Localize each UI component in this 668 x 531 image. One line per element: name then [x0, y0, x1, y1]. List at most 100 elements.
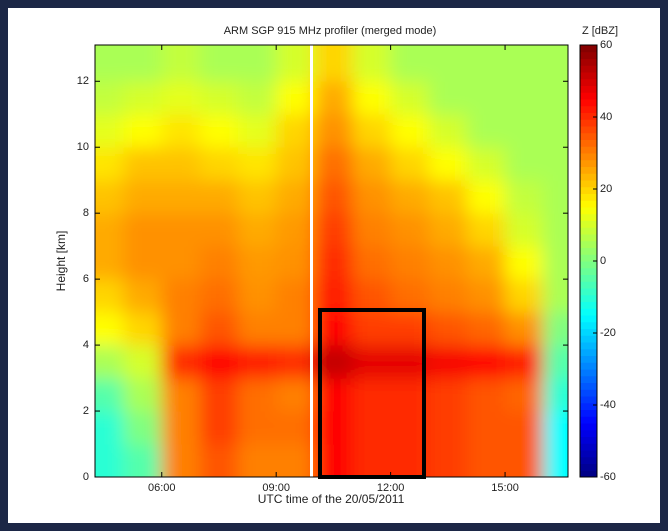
heat-cell — [123, 180, 163, 214]
heat-cell — [276, 411, 315, 445]
colorbar-step — [580, 153, 597, 161]
heat-cell — [390, 114, 430, 148]
heat-cell — [466, 345, 506, 379]
heat-cell — [352, 147, 392, 181]
colorbar-step — [580, 132, 597, 140]
colorbar-tick-label: 0 — [600, 255, 606, 267]
heat-cell — [390, 246, 430, 280]
heat-cell — [161, 378, 201, 412]
heat-cell — [276, 312, 315, 346]
colorbar-step — [580, 315, 597, 323]
heat-cell — [199, 312, 239, 346]
heat-cell — [543, 279, 568, 313]
heat-cell — [161, 312, 201, 346]
heat-cell — [123, 114, 163, 148]
colorbar-step — [580, 375, 597, 383]
colorbar-step — [580, 85, 597, 93]
heat-cell — [276, 45, 315, 82]
y-tick-label: 12 — [77, 75, 89, 87]
heat-cell — [352, 444, 392, 477]
heat-cell — [199, 81, 239, 115]
colorbar-step — [580, 72, 597, 80]
heat-cell — [543, 180, 568, 214]
heat-cell — [466, 279, 506, 313]
heat-cell — [161, 147, 201, 181]
colorbar-step — [580, 436, 597, 444]
heat-cell — [505, 312, 544, 346]
heat-cell — [95, 213, 125, 247]
heat-cell — [123, 279, 163, 313]
heat-cell — [466, 180, 506, 214]
heat-cell — [314, 45, 353, 82]
heat-cell — [505, 246, 544, 280]
heat-cell — [390, 45, 430, 82]
heat-cell — [466, 45, 506, 82]
heat-cell — [276, 81, 315, 115]
colorbar-step — [580, 355, 597, 363]
colorbar-step — [580, 186, 597, 194]
heat-cell — [199, 114, 239, 148]
heat-cell — [314, 81, 353, 115]
heat-cell — [276, 345, 315, 379]
heat-cell — [123, 411, 163, 445]
x-tick-label: 09:00 — [262, 482, 290, 494]
colorbar-step — [580, 247, 597, 255]
heat-cell — [276, 147, 315, 181]
heat-cell — [199, 213, 239, 247]
y-tick-label: 6 — [83, 273, 89, 285]
heat-cell — [428, 246, 468, 280]
colorbar-step — [580, 274, 597, 282]
heat-cell — [123, 45, 163, 82]
heat-cell — [352, 345, 392, 379]
heat-cell — [505, 411, 544, 445]
heat-cell — [543, 147, 568, 181]
heat-cell — [161, 213, 201, 247]
heat-cell — [238, 147, 277, 181]
colorbar-step — [580, 139, 597, 147]
heat-cell — [199, 378, 239, 412]
colorbar-step — [580, 389, 597, 397]
heat-cell — [199, 246, 239, 280]
colorbar-step — [580, 409, 597, 417]
heat-cell — [390, 213, 430, 247]
colorbar-step — [580, 173, 597, 181]
colorbar-step — [580, 92, 597, 100]
heat-cell — [123, 81, 163, 115]
heat-cell — [428, 411, 468, 445]
colorbar-label: Z [dBZ] — [582, 25, 618, 37]
heat-cell — [352, 45, 392, 82]
heat-cell — [428, 81, 468, 115]
heat-cell — [238, 444, 277, 477]
heat-cell — [466, 147, 506, 181]
heat-cell — [161, 279, 201, 313]
colorbar-step — [580, 200, 597, 208]
heat-cell — [428, 45, 468, 82]
heat-cell — [466, 81, 506, 115]
heat-cell — [352, 378, 392, 412]
colorbar-step — [580, 65, 597, 73]
heat-cell — [276, 180, 315, 214]
heat-cell — [95, 180, 125, 214]
heat-cell — [543, 81, 568, 115]
colorbar-tick-label: -60 — [600, 471, 616, 483]
heat-cell — [543, 411, 568, 445]
colorbar-step — [580, 429, 597, 437]
heat-cell — [352, 411, 392, 445]
heat-cell — [238, 246, 277, 280]
heat-cell — [123, 444, 163, 477]
colorbar-step — [580, 470, 597, 478]
heat-cell — [238, 45, 277, 82]
x-tick-label: 12:00 — [377, 482, 405, 494]
y-axis-label: Height [km] — [54, 231, 68, 292]
y-tick-label: 4 — [83, 339, 89, 351]
heat-cell — [505, 180, 544, 214]
heat-cell — [199, 411, 239, 445]
heat-cell — [466, 246, 506, 280]
colorbar-step — [580, 78, 597, 86]
heat-cell — [161, 45, 201, 82]
colorbar-step — [580, 99, 597, 107]
heat-cell — [543, 213, 568, 247]
heat-cell — [390, 147, 430, 181]
colorbar-step — [580, 51, 597, 59]
colorbar-step — [580, 58, 597, 66]
